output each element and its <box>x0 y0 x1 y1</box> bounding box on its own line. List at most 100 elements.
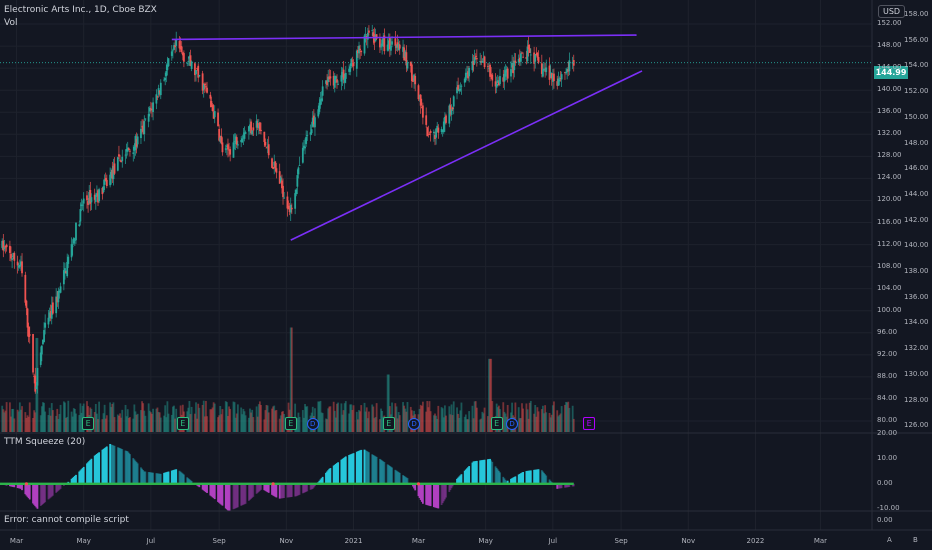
squeeze-bar <box>371 454 374 484</box>
squeeze-bar <box>240 483 243 506</box>
squeeze-bar <box>144 471 147 484</box>
squeeze-bar <box>557 483 560 489</box>
auto-scale-button[interactable]: A <box>887 536 892 544</box>
candle-body <box>394 38 397 46</box>
squeeze-bar <box>210 483 213 497</box>
volume-bar <box>565 401 567 432</box>
squeeze-bar <box>257 483 260 492</box>
squeeze-bar <box>332 465 335 484</box>
squeeze-bar <box>247 483 250 501</box>
volume-bar <box>449 414 452 432</box>
candlesticks[interactable] <box>1 24 575 394</box>
squeeze-bar <box>310 483 313 490</box>
candle-body <box>559 77 562 80</box>
candle-body <box>521 52 523 54</box>
squeeze-bar <box>116 447 119 484</box>
candle-body <box>466 72 468 74</box>
candle-body <box>201 73 204 91</box>
squeeze-bar <box>403 475 406 484</box>
earnings-marker[interactable]: E <box>382 417 395 430</box>
candle-body <box>232 142 235 158</box>
trendlines[interactable] <box>171 34 643 241</box>
earnings-marker[interactable]: E <box>583 417 596 430</box>
volume-bar <box>70 411 73 432</box>
volume-bar <box>306 406 309 432</box>
candle-body <box>1 240 4 248</box>
squeeze-bar <box>294 483 297 497</box>
volume-bar <box>419 404 422 432</box>
volume-bar <box>534 404 537 432</box>
candle-body <box>382 38 385 40</box>
earnings-marker[interactable]: E <box>176 417 189 430</box>
indicator-title[interactable]: TTM Squeeze (20) <box>4 437 86 447</box>
squeeze-bar <box>571 483 574 487</box>
candle-body <box>511 62 513 68</box>
earnings-marker[interactable]: E <box>490 417 503 430</box>
candle-body <box>266 146 269 148</box>
squeeze-bar <box>209 483 212 496</box>
squeeze-bar <box>18 483 21 489</box>
squeeze-bar <box>75 474 77 484</box>
log-scale-button[interactable]: B <box>913 536 918 544</box>
volume-bar <box>209 409 212 432</box>
volume-bar <box>241 414 244 432</box>
candle-body <box>558 79 561 82</box>
squeeze-bar <box>406 478 409 484</box>
squeeze-bar <box>21 483 23 491</box>
volume-legend[interactable]: Vol <box>4 18 18 28</box>
squeeze-bar <box>281 483 283 499</box>
currency-button[interactable]: USD <box>878 5 906 18</box>
volume-bar <box>86 401 88 432</box>
candle-body <box>348 68 351 72</box>
candle-body <box>536 52 539 58</box>
candle-body <box>533 52 536 64</box>
squeeze-bar <box>180 472 183 484</box>
volume-bar <box>466 419 468 432</box>
squeeze-bar <box>104 447 107 484</box>
dividend-marker[interactable]: D <box>408 418 421 430</box>
squeeze-bar <box>391 467 393 484</box>
candle-body <box>326 80 328 86</box>
volume-bar <box>258 401 261 432</box>
squeeze-bar <box>502 476 505 484</box>
volume-bar <box>79 403 82 432</box>
symbol-title[interactable]: Electronic Arts Inc., 1D, Cboe BZX <box>4 5 157 15</box>
squeeze-bar <box>220 483 223 505</box>
squeeze-bar <box>255 483 258 494</box>
volume-bar <box>11 408 14 432</box>
earnings-marker[interactable]: E <box>284 417 297 430</box>
volume-bar <box>13 418 16 432</box>
volume-bar <box>165 417 168 432</box>
candle-body <box>298 165 301 166</box>
earnings-marker[interactable]: E <box>82 417 95 430</box>
squeeze-bar <box>426 483 429 506</box>
volume-bar <box>65 417 67 432</box>
volume-bar <box>334 417 337 432</box>
volume-bar <box>364 411 367 432</box>
candle-body <box>221 142 224 153</box>
axis-tick-outer: 132.00 <box>904 344 929 353</box>
candle-body <box>540 63 543 74</box>
volume-bar <box>120 417 123 432</box>
dividend-marker[interactable]: D <box>306 418 319 430</box>
dividend-marker[interactable]: D <box>506 418 519 430</box>
candle-body <box>62 270 65 285</box>
error-pane-axis-tick: 0.00 <box>877 516 893 524</box>
squeeze-bar <box>27 483 30 499</box>
volume-bar <box>517 407 520 432</box>
candle-body <box>12 253 15 257</box>
candle-body <box>526 46 529 62</box>
candle-body <box>288 208 291 212</box>
volume-bar <box>220 414 223 432</box>
squeeze-bar <box>203 483 206 492</box>
volume-bar <box>1 405 4 432</box>
squeeze-bar <box>250 483 252 499</box>
candle-body <box>127 148 130 150</box>
squeeze-bar <box>519 473 522 484</box>
candle-body <box>236 144 239 146</box>
candle-body <box>224 148 227 150</box>
squeeze-bar <box>124 450 127 484</box>
volume-bar <box>3 412 6 432</box>
squeeze-bar <box>514 476 517 484</box>
